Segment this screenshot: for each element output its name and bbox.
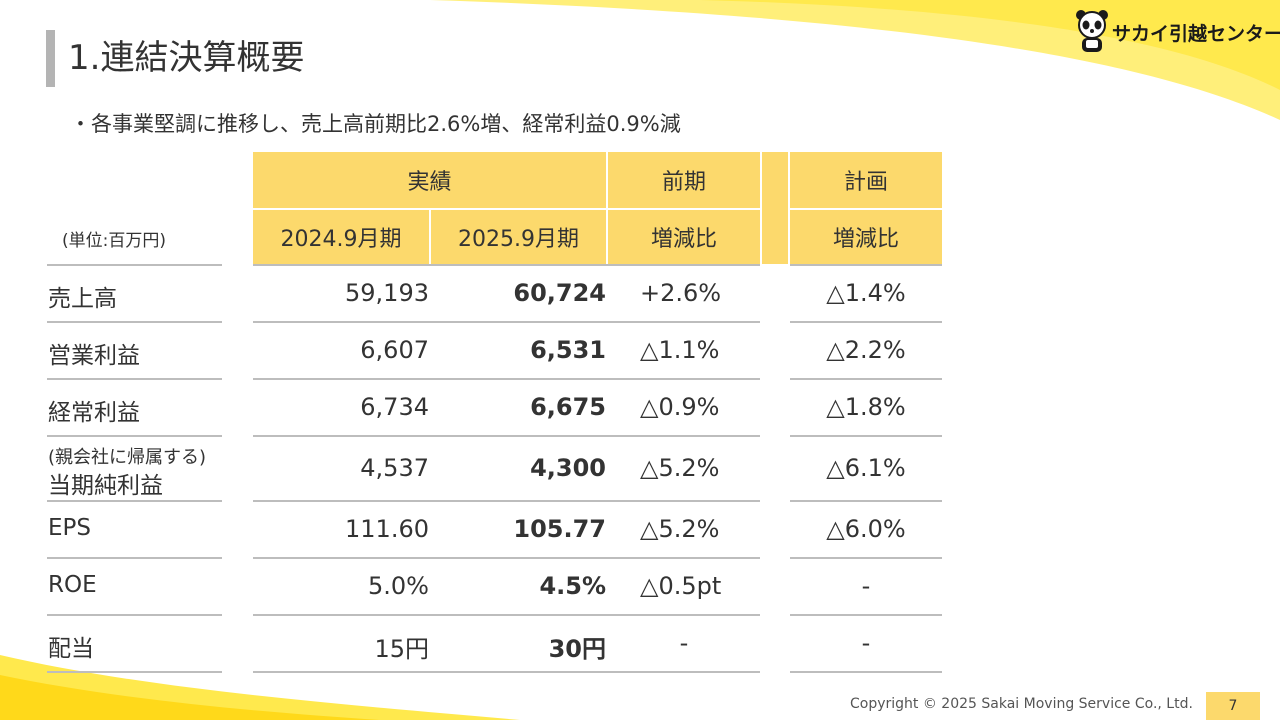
row-label-note: (親会社に帰属する) (48, 447, 207, 468)
cell-plan-change: △1.8% (826, 393, 906, 421)
cell-fy2024: 6,734 (360, 393, 429, 421)
cell-plan-change: - (861, 572, 871, 600)
cell-fy2025: 105.77 (513, 515, 606, 543)
row-label: 営業利益 (48, 343, 140, 369)
row-divider (790, 435, 942, 437)
copyright-text: Copyright © 2025 Sakai Moving Service Co… (850, 696, 1193, 712)
row-divider (47, 614, 222, 616)
row-label: 売上高 (48, 286, 117, 312)
cell-fy2025: 6,675 (530, 393, 606, 421)
cell-prev-change: △0.9% (640, 393, 720, 421)
page-number: 7 (1206, 692, 1260, 720)
header-fy2024: 2024.9月期 (253, 210, 429, 264)
header-prev-change-label: 増減比 (650, 227, 717, 252)
row-divider (47, 557, 222, 559)
header-actual: 実績 (253, 152, 606, 208)
row-divider (253, 264, 760, 266)
cell-fy2024: 15円 (374, 635, 429, 663)
row-divider (790, 378, 942, 380)
cell-fy2024: 5.0% (368, 572, 429, 600)
row-divider (253, 557, 760, 559)
row-label: EPS (48, 515, 92, 541)
header-plan-change: 増減比 (790, 210, 942, 264)
cell-plan-change: △6.1% (826, 454, 906, 482)
row-divider (790, 321, 942, 323)
row-divider (253, 321, 760, 323)
cell-fy2024: 111.60 (345, 515, 429, 543)
header-fy2024-label: 2024.9月期 (280, 227, 402, 252)
row-divider (47, 671, 222, 673)
unit-label: (単位:百万円) (62, 231, 166, 251)
cell-fy2024: 4,537 (360, 454, 429, 482)
cell-fy2025: 4.5% (539, 572, 606, 600)
cell-prev-change: △1.1% (640, 336, 720, 364)
row-divider (790, 614, 942, 616)
cell-fy2025: 6,531 (530, 336, 606, 364)
header-prev-change: 増減比 (608, 210, 760, 264)
summary-text: ・各事業堅調に推移し、売上高前期比2.6%増、経常利益0.9%減 (70, 112, 681, 136)
row-divider (253, 614, 760, 616)
row-divider (253, 378, 760, 380)
cell-prev-change: △5.2% (640, 515, 720, 543)
header-plan-change-label: 増減比 (832, 227, 899, 252)
header-actual-label: 実績 (407, 170, 452, 195)
row-divider (47, 321, 222, 323)
row-divider (47, 378, 222, 380)
header-fy2025-label: 2025.9月期 (458, 227, 579, 252)
cell-prev-change: +2.6% (640, 279, 722, 307)
row-divider (790, 557, 942, 559)
cell-fy2024: 6,607 (360, 336, 429, 364)
row-label: ROE (48, 572, 97, 598)
row-divider (253, 500, 760, 502)
title-accent-bar (46, 30, 55, 87)
header-prev: 前期 (608, 152, 760, 208)
cell-plan-change: - (861, 629, 871, 657)
row-label: 経常利益 (48, 400, 140, 426)
cell-prev-change: △0.5pt (640, 572, 722, 600)
header-plan-label: 計画 (843, 170, 888, 195)
page-number-label: 7 (1228, 698, 1238, 714)
cell-prev-change: △5.2% (640, 454, 720, 482)
header-plan: 計画 (790, 152, 942, 208)
cell-fy2025: 60,724 (513, 279, 606, 307)
cell-prev-change: - (679, 629, 689, 657)
panda-mascot-icon (1076, 10, 1108, 52)
header-fy2025: 2025.9月期 (431, 210, 606, 264)
cell-plan-change: △6.0% (826, 515, 906, 543)
row-divider (253, 435, 760, 437)
company-logo: サカイ引越センター (1074, 6, 1280, 56)
cell-fy2025: 4,300 (530, 454, 606, 482)
row-divider (790, 671, 942, 673)
row-divider (47, 435, 222, 437)
row-divider (47, 500, 222, 502)
row-divider (253, 671, 760, 673)
page-title: 1.連結決算概要 (68, 38, 305, 78)
cell-plan-change: △1.4% (826, 279, 906, 307)
header-gap-fill (762, 152, 788, 264)
cell-plan-change: △2.2% (826, 336, 906, 364)
row-label: 配当 (48, 636, 94, 662)
row-label: 当期純利益 (48, 473, 163, 499)
cell-fy2025: 30円 (548, 635, 606, 663)
logo-text: サカイ引越センター (1112, 23, 1280, 45)
row-divider (47, 264, 222, 266)
row-divider (790, 264, 942, 266)
row-divider (790, 500, 942, 502)
cell-fy2024: 59,193 (345, 279, 429, 307)
header-prev-label: 前期 (661, 170, 706, 195)
